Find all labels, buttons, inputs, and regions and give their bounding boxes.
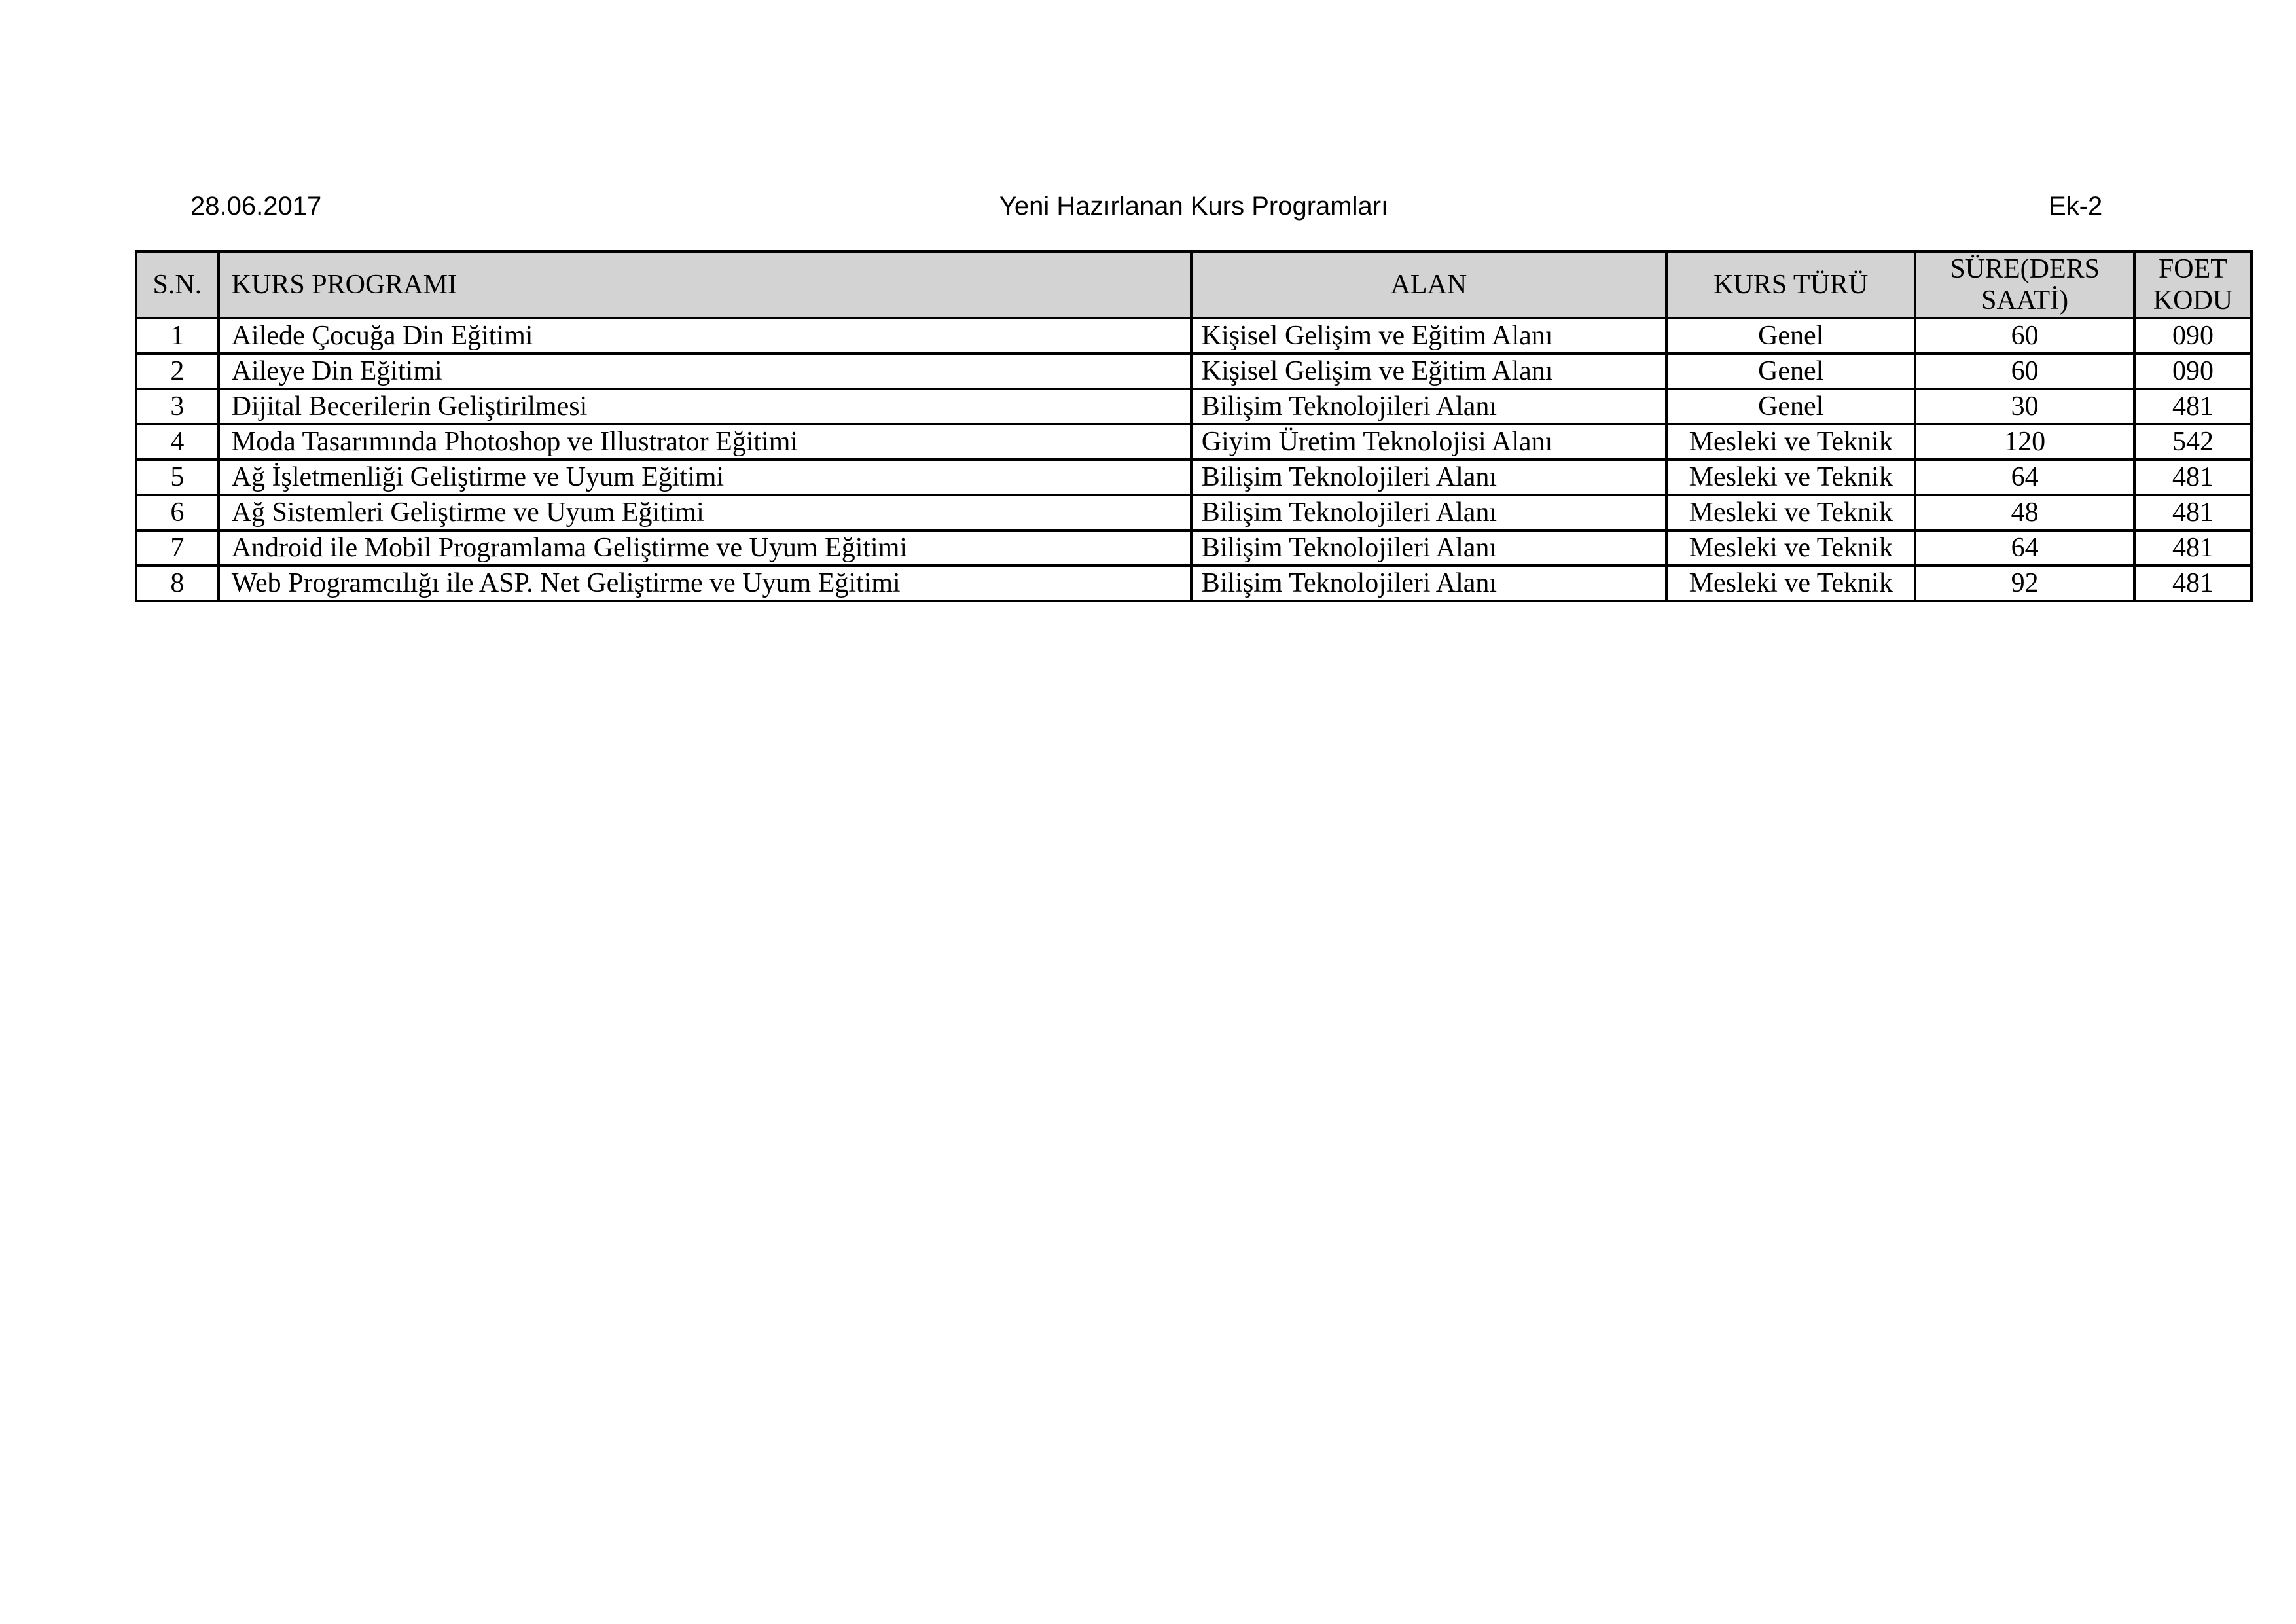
cell-sure: 48 [1914, 494, 2136, 532]
table-row: 6 Ağ Sistemleri Geliştirme ve Uyum Eğitim… [135, 494, 2253, 532]
table-row: 3 Dijital Becerilerin Geliştirilmesi Biliş… [135, 388, 2253, 425]
cell-sure: 64 [1914, 458, 2136, 496]
cell-kurs-turu: Genel [1665, 352, 1917, 390]
cell-sn: 1 [135, 317, 220, 355]
cell-alan: Bilişim Teknolojileri Alanı [1189, 494, 1668, 532]
cell-sn: 8 [135, 564, 220, 602]
cell-program: Web Programcılığı ile ASP. Net Geliştirm… [217, 564, 1193, 602]
cell-foet-kodu: 481 [2132, 494, 2253, 532]
cell-program: Ağ İşletmenliği Geliştirme ve Uyum Eğiti… [217, 458, 1193, 496]
cell-program: Ağ Sistemleri Geliştirme ve Uyum Eğitimi [217, 494, 1193, 532]
cell-kurs-turu: Mesleki ve Teknik [1665, 529, 1917, 567]
column-header-tur: KURS TÜRÜ [1665, 250, 1917, 319]
annex-label: Ek-2 [2049, 192, 2103, 221]
cell-alan: Giyim Üretim Teknolojisi Alanı [1189, 423, 1668, 461]
cell-program: Dijital Becerilerin Geliştirilmesi [217, 388, 1193, 425]
cell-sn: 3 [135, 388, 220, 425]
course-programs-table: S.N. KURS PROGRAMI ALAN KURS TÜRÜ SÜRE(D… [135, 250, 2253, 602]
table-header-row: S.N. KURS PROGRAMI ALAN KURS TÜRÜ SÜRE(D… [135, 250, 2253, 319]
page-title: Yeni Hazırlanan Kurs Programları [999, 192, 1389, 221]
cell-sure: 120 [1914, 423, 2136, 461]
cell-kurs-turu: Mesleki ve Teknik [1665, 564, 1917, 602]
cell-foet-kodu: 481 [2132, 388, 2253, 425]
cell-kurs-turu: Genel [1665, 317, 1917, 355]
table-row: 2 Aileye Din Eğitimi Kişisel Gelişim ve Eğ… [135, 352, 2253, 390]
cell-foet-kodu: 090 [2132, 317, 2253, 355]
document-date: 28.06.2017 [190, 192, 322, 221]
cell-alan: Kişisel Gelişim ve Eğitim Alanı [1189, 317, 1668, 355]
cell-program: Android ile Mobil Programlama Geliştirme… [217, 529, 1193, 567]
cell-sure: 30 [1914, 388, 2136, 425]
cell-foet-kodu: 542 [2132, 423, 2253, 461]
cell-alan: Bilişim Teknolojileri Alanı [1189, 388, 1668, 425]
table-body: 1 Ailede Çocuğa Din Eğitimi Kişisel Gelişi… [135, 317, 2253, 602]
cell-sure: 64 [1914, 529, 2136, 567]
cell-alan: Kişisel Gelişim ve Eğitim Alanı [1189, 352, 1668, 390]
column-header-alan: ALAN [1189, 250, 1668, 319]
cell-kurs-turu: Mesleki ve Teknik [1665, 494, 1917, 532]
cell-kurs-turu: Genel [1665, 388, 1917, 425]
cell-foet-kodu: 481 [2132, 529, 2253, 567]
cell-sn: 2 [135, 352, 220, 390]
cell-alan: Bilişim Teknolojileri Alanı [1189, 458, 1668, 496]
cell-alan: Bilişim Teknolojileri Alanı [1189, 529, 1668, 567]
table-row: 8 Web Programcılığı ile ASP. Net Geliştir… [135, 564, 2253, 602]
column-header-foet: FOET KODU [2132, 250, 2253, 319]
cell-foet-kodu: 481 [2132, 458, 2253, 496]
cell-sn: 5 [135, 458, 220, 496]
cell-sure: 60 [1914, 317, 2136, 355]
cell-foet-kodu: 090 [2132, 352, 2253, 390]
cell-sn: 6 [135, 494, 220, 532]
column-header-sure: SÜRE(DERS SAATİ) [1914, 250, 2136, 319]
cell-sure: 60 [1914, 352, 2136, 390]
cell-kurs-turu: Mesleki ve Teknik [1665, 458, 1917, 496]
cell-program: Aileye Din Eğitimi [217, 352, 1193, 390]
cell-foet-kodu: 481 [2132, 564, 2253, 602]
cell-alan: Bilişim Teknolojileri Alanı [1189, 564, 1668, 602]
column-header-program: KURS PROGRAMI [217, 250, 1193, 319]
table-row: 4 Moda Tasarımında Photoshop ve Illustrat… [135, 423, 2253, 461]
header-row: S.N. KURS PROGRAMI ALAN KURS TÜRÜ SÜRE(D… [135, 250, 2253, 319]
cell-program: Moda Tasarımında Photoshop ve Illustrato… [217, 423, 1193, 461]
cell-sn: 7 [135, 529, 220, 567]
table-row: 5 Ağ İşletmenliği Geliştirme ve Uyum Eğit… [135, 458, 2253, 496]
cell-kurs-turu: Mesleki ve Teknik [1665, 423, 1917, 461]
table-row: 1 Ailede Çocuğa Din Eğitimi Kişisel Gelişi… [135, 317, 2253, 355]
cell-program: Ailede Çocuğa Din Eğitimi [217, 317, 1193, 355]
cell-sn: 4 [135, 423, 220, 461]
column-header-sn: S.N. [135, 250, 220, 319]
cell-sure: 92 [1914, 564, 2136, 602]
table-row: 7 Android ile Mobil Programlama Geliştirm… [135, 529, 2253, 567]
